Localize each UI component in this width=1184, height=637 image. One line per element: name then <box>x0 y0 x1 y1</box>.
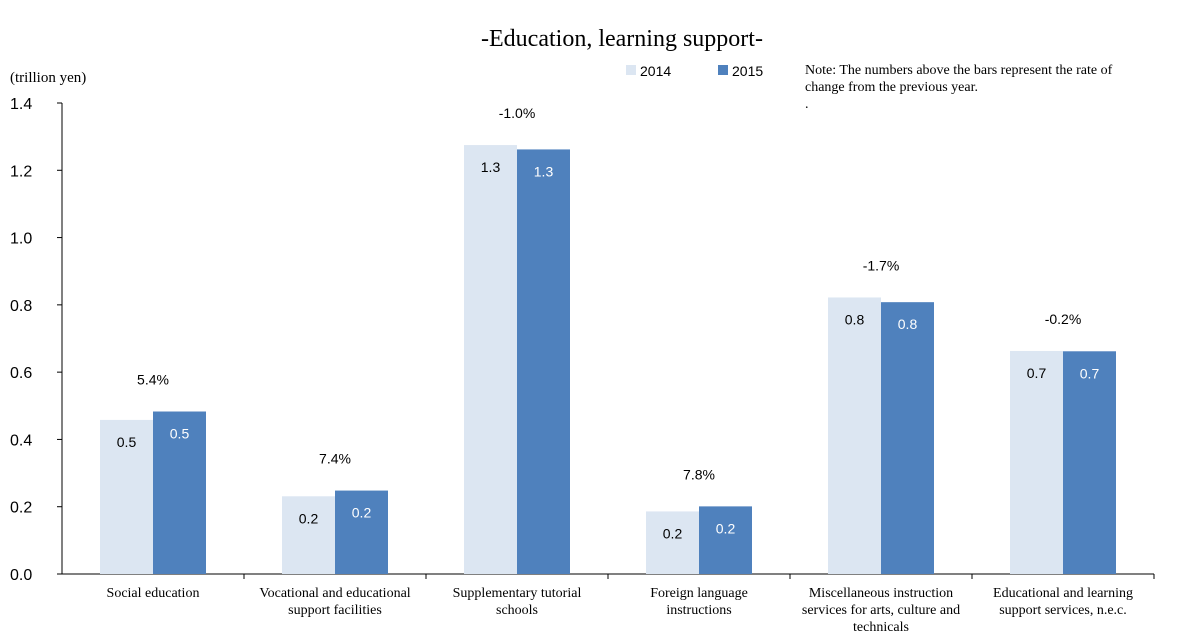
category-label: Miscellaneous instruction services for ar… <box>802 586 960 635</box>
rate-of-change-label: -1.7% <box>863 257 900 273</box>
category-label-line: technicals <box>853 620 909 635</box>
rate-of-change-label: -1.0% <box>499 105 536 121</box>
axes: 0.0 0.2 0.4 0.6 0.8 1.0 1.2 1.4 Social education… <box>10 96 1155 635</box>
bar-2014 <box>100 419 153 574</box>
bar-value-label: 0.2 <box>299 510 319 526</box>
bar-2014 <box>464 145 517 574</box>
bar-value-label: 0.2 <box>663 525 683 541</box>
bar-2014 <box>282 496 335 574</box>
bar-value-label: 0.2 <box>716 520 736 536</box>
chart-note: Note: The numbers above the bars represe… <box>805 63 1113 112</box>
bar-2014 <box>828 297 881 574</box>
y-tick-label: 0.8 <box>10 298 32 315</box>
note-line-1: Note: The numbers above the bars represe… <box>805 63 1113 78</box>
bar-2015 <box>1063 351 1116 574</box>
category-label-line: instructions <box>666 603 731 618</box>
legend-label-2014: 2014 <box>640 63 671 79</box>
bar-value-label: 0.5 <box>170 426 190 442</box>
bar-2014 <box>646 511 699 574</box>
rate-of-change-label: 7.8% <box>683 466 715 482</box>
data-labels: 0.5 0.5 5.4% 0.2 0.2 7.4% 1.3 1.3 -1.0% 0.2 0.2 7.8… <box>117 105 1100 541</box>
y-tick-label: 1.0 <box>10 231 32 248</box>
rate-of-change-label: -0.2% <box>1045 311 1082 327</box>
bar-value-label: 0.7 <box>1080 365 1100 381</box>
bar-2014 <box>1010 350 1063 574</box>
bar-value-label: 0.8 <box>845 311 865 327</box>
bar-value-label: 0.5 <box>117 434 137 450</box>
category-label-line: schools <box>496 603 538 618</box>
note-line-2: change from the previous year. <box>805 80 978 95</box>
category-label-line: Vocational and educational <box>259 586 410 601</box>
category-label: Foreign language instructions <box>650 586 748 618</box>
category-label: Educational and learning support services… <box>993 586 1133 618</box>
bar-value-label: 0.2 <box>352 505 372 521</box>
y-tick-label: 0.0 <box>10 567 32 584</box>
bar-2015 <box>881 302 934 574</box>
rate-of-change-label: 5.4% <box>137 372 169 388</box>
y-tick-label: 1.2 <box>10 163 32 180</box>
rate-of-change-label: 7.4% <box>319 451 351 467</box>
y-tick-label: 0.6 <box>10 365 32 382</box>
bar-2015 <box>153 411 206 574</box>
y-tick-label: 0.4 <box>10 432 32 449</box>
bar-value-label: 1.3 <box>534 163 554 179</box>
legend-swatch-2014 <box>626 65 636 75</box>
bar-2015 <box>335 490 388 574</box>
note-line-3: . <box>805 97 809 112</box>
legend-swatch-2015 <box>718 65 728 75</box>
bar-value-label: 0.7 <box>1027 365 1047 381</box>
y-tick-label: 1.4 <box>10 96 32 113</box>
category-label-line: Educational and learning <box>993 586 1133 601</box>
bars <box>100 145 1116 575</box>
legend: 2014 2015 <box>626 63 763 79</box>
category-label-line: services for arts, culture and <box>802 603 960 618</box>
chart-title: -Education, learning support- <box>481 26 763 52</box>
category-label: Vocational and educational support facili… <box>259 586 410 618</box>
legend-label-2015: 2015 <box>732 63 763 79</box>
category-label-line: Social education <box>107 586 200 601</box>
bar-2015 <box>517 149 570 575</box>
category-label: Supplementary tutorial schools <box>453 586 582 618</box>
category-label-line: support facilities <box>288 603 382 618</box>
category-label: Social education <box>107 586 200 601</box>
category-label-line: support services, n.e.c. <box>999 603 1127 618</box>
y-tick-label: 0.2 <box>10 500 32 517</box>
y-axis-unit-label: (trillion yen) <box>10 70 86 86</box>
bar-value-label: 1.3 <box>481 159 501 175</box>
category-label-line: Miscellaneous instruction <box>809 586 953 601</box>
category-label-line: Supplementary tutorial <box>453 586 582 601</box>
bar-2015 <box>699 506 752 574</box>
category-label-line: Foreign language <box>650 586 748 601</box>
bar-value-label: 0.8 <box>898 316 918 332</box>
